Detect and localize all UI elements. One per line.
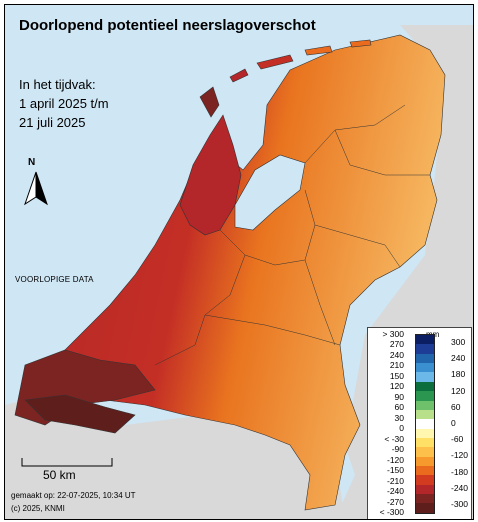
legend-color-swatch	[416, 456, 434, 467]
legend-color-swatch	[416, 447, 434, 457]
period-end: 21 juli 2025	[19, 115, 86, 130]
legend-left-label: -90	[391, 444, 404, 455]
legend-left-label: -210	[386, 475, 404, 486]
legend-right-label: 60	[451, 401, 461, 412]
legend-left-label: > 300	[382, 329, 404, 339]
legend-right-label: -120	[451, 450, 469, 461]
north-arrow-icon	[24, 171, 48, 206]
legend-color-swatch	[416, 503, 434, 513]
legend-right-label: 180	[451, 369, 466, 380]
period-start: 1 april 2025 t/m	[19, 96, 109, 111]
legend-color-swatch	[416, 484, 434, 495]
legend-left-label: -120	[386, 454, 404, 465]
legend-right-label: 0	[451, 418, 456, 428]
legend-left-label: 240	[389, 349, 404, 360]
period-label: In het tijdvak:	[19, 77, 96, 92]
legend-left-label: 0	[399, 423, 404, 434]
legend-left-label: < -30	[384, 433, 404, 444]
legend-colorbar	[415, 334, 435, 514]
legend-right-label: 120	[451, 385, 466, 396]
map-title: Doorlopend potentieel neerslagoverschot	[19, 17, 316, 34]
zeeuws-vlaanderen	[24, 394, 136, 434]
legend-color-swatch	[416, 437, 434, 448]
legend-left-label: 60	[394, 402, 404, 413]
made-on-text: gemaakt op: 22-07-2025, 10:34 UT	[11, 491, 136, 500]
legend-right-label: -60	[451, 434, 464, 445]
legend-color-swatch	[416, 391, 434, 401]
legend-color-swatch	[416, 372, 434, 382]
legend-color-swatch	[416, 419, 434, 429]
ijsselmeer	[234, 154, 306, 231]
legend-color-swatch	[416, 409, 434, 420]
texel	[199, 86, 220, 118]
legend-color-swatch	[416, 466, 434, 476]
province-borders	[154, 104, 430, 366]
schiermonnikoog	[349, 39, 372, 48]
legend-left-label: 90	[394, 391, 404, 402]
legend-color-swatch	[416, 353, 434, 364]
legend-color-swatch	[416, 381, 434, 392]
legend-right-label: -300	[451, 499, 469, 509]
legend-color-swatch	[416, 475, 434, 485]
legend-left-label: 270	[389, 339, 404, 350]
legend-left-label: -150	[386, 465, 404, 476]
north-holland	[179, 114, 242, 236]
terschelling	[256, 54, 294, 70]
legend-left-label: 210	[389, 360, 404, 371]
legend-left-label: 30	[394, 412, 404, 423]
legend-left-label: -240	[386, 486, 404, 497]
preliminary-data-label: VOORLOPIGE DATA	[15, 275, 94, 284]
legend-color-swatch	[416, 363, 434, 373]
vlieland	[229, 68, 249, 83]
legend-right-label: -180	[451, 466, 469, 477]
legend-right-label: 240	[451, 353, 466, 364]
legend-color-swatch	[416, 494, 434, 504]
legend-color-swatch	[416, 400, 434, 410]
legend-right-label: 300	[451, 337, 466, 347]
period-text: In het tijdvak: 1 april 2025 t/m 21 juli…	[19, 75, 109, 132]
ameland	[304, 45, 333, 56]
scale-bar	[21, 458, 113, 467]
copyright-text: (c) 2025, KNMI	[11, 504, 65, 513]
north-label: N	[28, 157, 36, 168]
legend-color-swatch	[416, 335, 434, 345]
map-frame: Doorlopend potentieel neerslagoverschot …	[4, 4, 474, 520]
scale-bar-label: 50 km	[43, 468, 76, 482]
legend-color-swatch	[416, 344, 434, 354]
legend-right-label: -240	[451, 482, 469, 493]
legend-left-label: 150	[389, 370, 404, 381]
legend-left-label: 120	[389, 381, 404, 392]
legend-left-label: < -300	[379, 507, 404, 517]
legend-color-swatch	[416, 428, 434, 438]
legend-left-label: -270	[386, 496, 404, 507]
